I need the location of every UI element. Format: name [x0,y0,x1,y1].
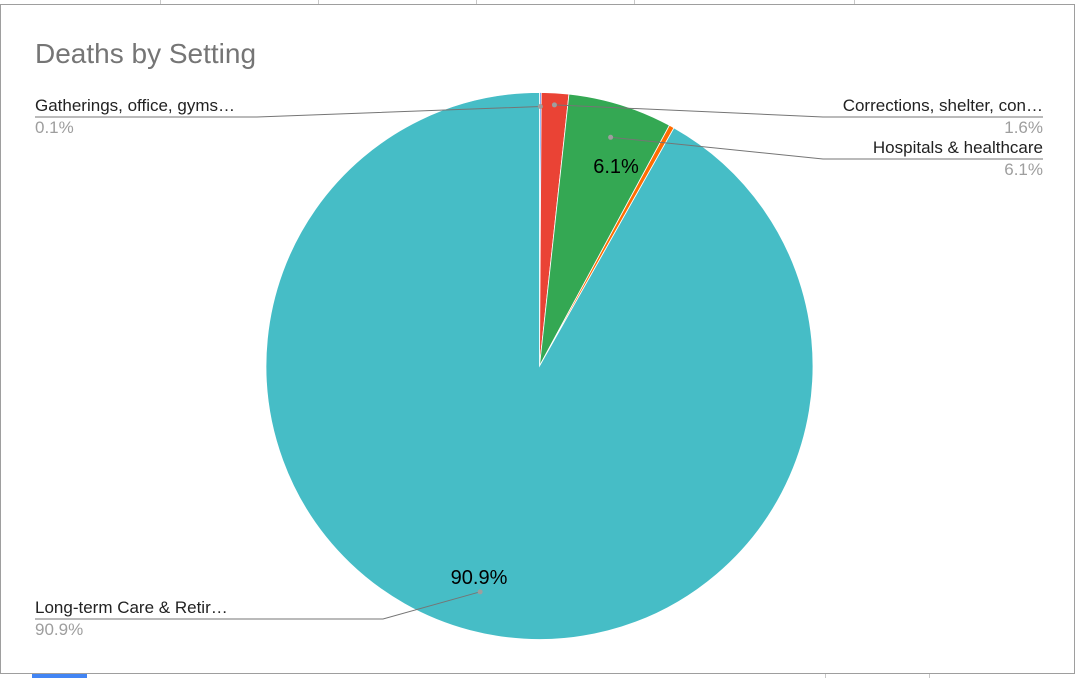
pie-slices [265,92,814,640]
sheet-gridline [854,0,855,4]
leader-dot-long-term-care [477,589,483,595]
sheet-gridline [476,0,477,4]
sheet-tab-indicator[interactable] [32,674,87,678]
leader-dot-gatherings [537,104,543,110]
leader-lines [35,102,1043,620]
slice-pct-gatherings: 0.1% [35,118,74,137]
leader-dot-corrections [551,102,557,108]
leader-line-gatherings [35,106,541,118]
slice-label-gatherings: Gatherings, office, gyms… [35,96,235,115]
sheet-gridline [634,0,635,4]
slice-label-long-term-care: Long-term Care & Retir… [35,598,228,617]
pie-chart[interactable]: Deaths by Setting Gatherings, office, gy… [1,5,1076,675]
slice-label-corrections: Corrections, shelter, con… [843,96,1043,115]
sheet-gridline [160,0,161,4]
slice-pct-hospitals: 6.1% [1004,160,1043,179]
sheet-gridline [929,674,930,678]
slice-pct-long-term-care: 90.9% [35,620,83,639]
slice-label-hospitals: Hospitals & healthcare [873,138,1043,157]
sheet-gridline [825,674,826,678]
sheet-gridline [318,0,319,4]
pie-slice-4[interactable] [265,92,814,640]
leader-line-corrections [554,104,1043,118]
inside-label-long-term-care: 90.9% [451,567,508,589]
chart-title: Deaths by Setting [35,38,256,69]
leader-line-long-term-care [35,591,481,620]
leader-line-hospitals [610,136,1043,160]
chart-container[interactable]: Deaths by Setting Gatherings, office, gy… [0,4,1075,674]
leader-dot-hospitals [608,134,614,140]
slice-pct-corrections: 1.6% [1004,118,1043,137]
inside-label-hospitals: 6.1% [593,156,639,178]
